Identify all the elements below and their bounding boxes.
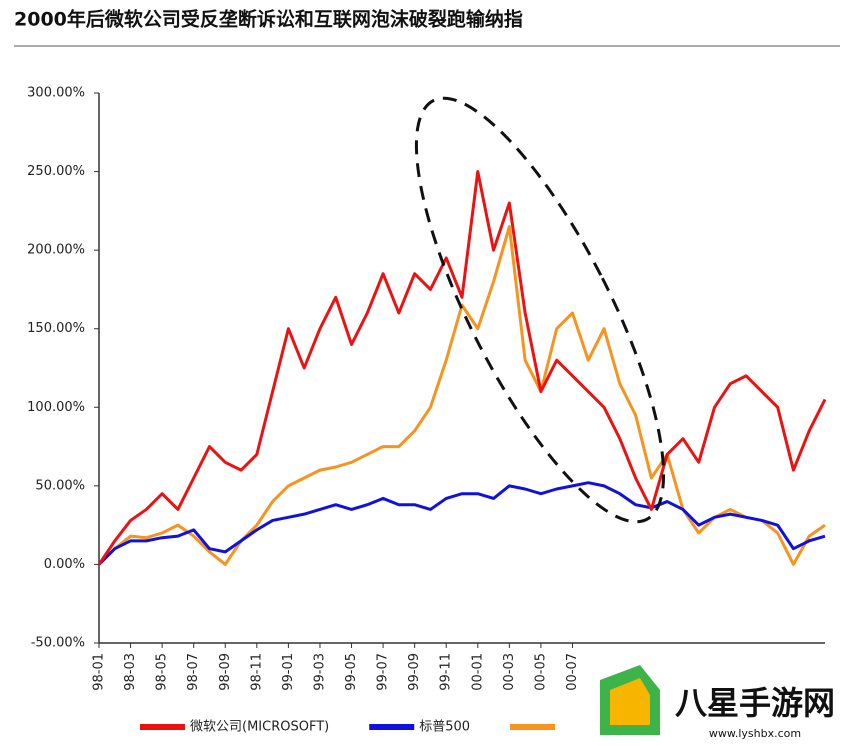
x-tick-label: 99-05	[344, 653, 359, 691]
x-tick-label: 98-05	[155, 653, 170, 691]
x-tick-label: 99-11	[439, 653, 454, 691]
watermark-name: 八星手游网	[675, 684, 835, 722]
series-line	[97, 170, 827, 566]
x-tick-label: 98-11	[249, 653, 264, 691]
y-tick-label: 300.00%	[27, 86, 85, 101]
x-tick-label: 99-09	[407, 653, 422, 691]
x-tick-label: 00-05	[533, 653, 548, 691]
legend-label: 微软公司(MICROSOFT)	[190, 720, 329, 735]
highlight-ellipse	[414, 96, 666, 524]
x-tick-label: 98-07	[186, 653, 201, 691]
legend-label: 标普500	[419, 720, 470, 735]
x-tick-label: 98-03	[123, 653, 138, 691]
x-tick-label: 99-01	[281, 653, 296, 691]
plot: -50.00% 0.00% 50.00% 100.00% 150.00% 200.00% 2…	[27, 86, 827, 691]
watermark-logo	[610, 678, 650, 725]
y-tick-label: 250.00%	[27, 164, 85, 179]
y-tick-label: 200.00%	[27, 243, 85, 258]
watermark-url: www.lyshbx.com	[709, 727, 801, 740]
y-tick-label: 100.00%	[27, 400, 85, 415]
x-tick-label: 00-07	[565, 653, 580, 691]
y-tick-label: 0.00%	[44, 557, 85, 572]
x-tick-label: 99-03	[312, 653, 327, 691]
chart-title: 2000年后微软公司受反垄断诉讼和互联网泡沫破裂跑输纳指	[14, 8, 523, 31]
y-tick-label: 50.00%	[35, 478, 85, 493]
series-line	[97, 481, 826, 566]
x-tick-label: 98-09	[218, 653, 233, 691]
x-tick-label: 00-01	[470, 653, 485, 691]
x-tick-label: 99-07	[376, 653, 391, 691]
series-line	[97, 225, 826, 566]
y-tick-label: 150.00%	[27, 321, 85, 336]
y-tick-label: -50.00%	[31, 636, 85, 651]
x-tick-label: 00-03	[502, 653, 517, 691]
x-tick-label: 98-01	[92, 653, 107, 691]
